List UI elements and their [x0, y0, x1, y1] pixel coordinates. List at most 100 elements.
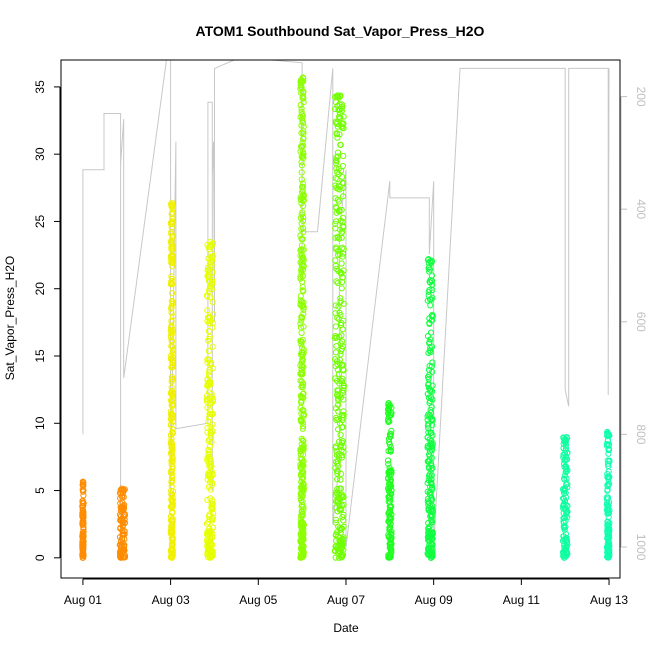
- data-point: [299, 183, 307, 190]
- data-point: [385, 531, 392, 539]
- data-point: [299, 523, 306, 530]
- data-point: [169, 252, 176, 259]
- data-point: [387, 509, 394, 516]
- data-point: [335, 498, 342, 505]
- data-point: [300, 390, 307, 397]
- data-point: [297, 81, 304, 89]
- data-point: [338, 439, 345, 446]
- y-tick-label: 20: [33, 282, 47, 296]
- data-cluster: [79, 478, 87, 561]
- data-point: [385, 410, 392, 417]
- data-point: [338, 525, 346, 532]
- data-point: [300, 323, 307, 330]
- data-point: [339, 514, 346, 521]
- data-point: [563, 553, 570, 560]
- data-point: [428, 272, 435, 279]
- data-point: [335, 454, 342, 461]
- data-cluster: [203, 238, 217, 561]
- data-point: [388, 503, 395, 510]
- data-point: [298, 317, 305, 324]
- data-point: [333, 184, 340, 191]
- data-point: [426, 338, 433, 346]
- data-point: [332, 375, 339, 382]
- data-point: [297, 194, 304, 201]
- data-point: [299, 462, 306, 469]
- data-point: [204, 496, 211, 503]
- data-point: [332, 516, 340, 524]
- data-point: [168, 523, 175, 531]
- data-point: [334, 234, 341, 241]
- data-point: [299, 115, 306, 122]
- data-point: [332, 532, 339, 539]
- data-point: [208, 253, 215, 260]
- data-point: [604, 487, 611, 494]
- data-point: [424, 480, 431, 487]
- data-point: [79, 499, 86, 506]
- data-point: [337, 485, 344, 492]
- data-point: [169, 263, 176, 270]
- data-point: [334, 93, 342, 100]
- data-point: [606, 540, 613, 547]
- data-point: [205, 459, 212, 466]
- data-point: [560, 495, 567, 502]
- data-point: [298, 329, 305, 336]
- y-tick-label: 0: [33, 554, 47, 561]
- chart-title: ATOM1 Southbound Sat_Vapor_Press_H2O: [196, 23, 485, 39]
- data-point: [209, 500, 216, 507]
- data-point: [425, 525, 432, 533]
- right-axis-tick-label: 200: [634, 87, 648, 107]
- data-point: [209, 324, 216, 331]
- data-point: [209, 516, 216, 523]
- data-point: [564, 449, 571, 456]
- data-point: [429, 518, 436, 526]
- data-point: [300, 543, 307, 550]
- right-axis-tick-label: 400: [634, 199, 648, 219]
- data-point: [427, 329, 435, 336]
- data-point: [340, 411, 347, 419]
- data-point: [204, 404, 211, 411]
- data-point: [168, 540, 176, 547]
- x-tick-label: Aug 13: [590, 593, 628, 607]
- data-point: [169, 363, 176, 371]
- data-point: [333, 448, 340, 455]
- data-point: [299, 371, 306, 378]
- data-point: [427, 513, 434, 520]
- data-point: [332, 262, 339, 270]
- data-point: [332, 547, 339, 554]
- data-point: [300, 442, 307, 449]
- data-point: [169, 290, 176, 297]
- data-point: [336, 115, 343, 122]
- x-tick-label: Aug 01: [64, 593, 102, 607]
- data-point: [300, 310, 307, 318]
- data-point: [424, 373, 432, 381]
- data-point: [299, 492, 306, 499]
- data-point: [337, 226, 344, 233]
- data-point: [168, 273, 175, 280]
- data-point: [386, 533, 393, 540]
- data-point: [207, 495, 214, 502]
- data-point: [205, 372, 213, 379]
- data-point: [333, 218, 340, 225]
- data-point: [298, 169, 305, 176]
- data-point: [204, 396, 211, 403]
- data-point: [79, 530, 86, 537]
- right-axis-tick-label: 600: [634, 312, 648, 332]
- data-point: [388, 487, 395, 494]
- data-point: [298, 269, 305, 276]
- data-point: [169, 547, 176, 554]
- data-point: [298, 399, 305, 406]
- data-point: [169, 346, 176, 353]
- data-point: [425, 256, 432, 263]
- data-point: [79, 507, 87, 514]
- data-point: [169, 233, 176, 240]
- data-point: [560, 454, 567, 461]
- data-point: [298, 235, 305, 242]
- data-point: [333, 130, 340, 137]
- data-point: [210, 509, 217, 517]
- data-point: [169, 454, 176, 461]
- data-point: [338, 361, 345, 368]
- data-point: [331, 334, 339, 341]
- data-point: [336, 333, 343, 340]
- data-point: [209, 269, 216, 276]
